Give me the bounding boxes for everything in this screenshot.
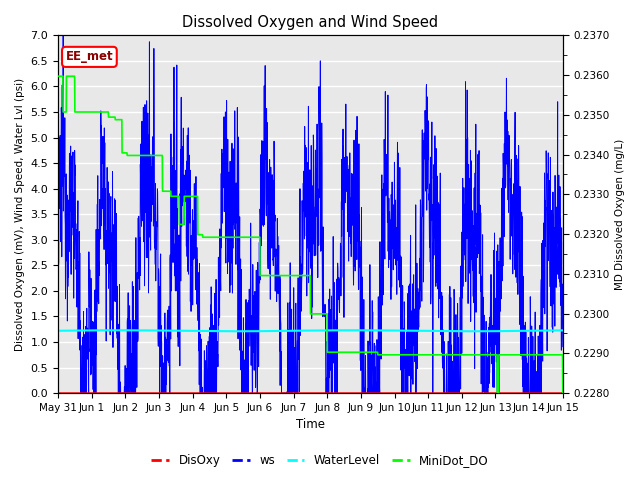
X-axis label: Time: Time bbox=[296, 419, 325, 432]
Y-axis label: MD Dissolved Oxygen (mg/L): MD Dissolved Oxygen (mg/L) bbox=[615, 139, 625, 290]
Y-axis label: Dissolved Oxygen (mV), Wind Speed, Water Lvl (psi): Dissolved Oxygen (mV), Wind Speed, Water… bbox=[15, 78, 25, 351]
Text: EE_met: EE_met bbox=[65, 50, 113, 63]
Title: Dissolved Oxygen and Wind Speed: Dissolved Oxygen and Wind Speed bbox=[182, 15, 438, 30]
Legend: DisOxy, ws, WaterLevel, MiniDot_DO: DisOxy, ws, WaterLevel, MiniDot_DO bbox=[147, 449, 493, 472]
